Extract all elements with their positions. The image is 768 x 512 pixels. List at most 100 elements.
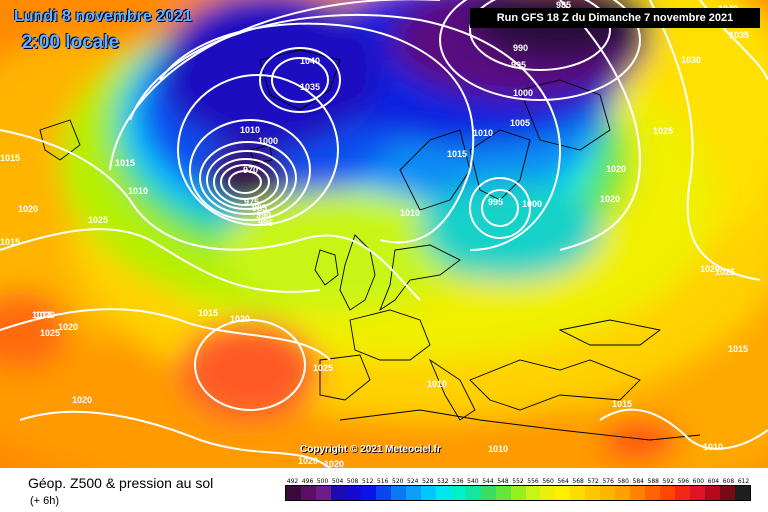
isobar-label: 1000 [258,136,278,146]
isobar-label: 1025 [40,328,60,338]
isobar-label: 1025 [313,363,333,373]
weather-map: 985 1040 990 1035 995 1030 1000 1005 101… [0,0,768,468]
isobar-label: 990 [513,43,528,53]
isobar-label: 1035 [729,30,749,40]
scale-color-swatch [660,486,676,500]
map-footer: Géop. Z500 & pression au sol (+ 6h) 492 4… [0,468,768,512]
isobar-label: 1015 [728,344,748,354]
scale-color-swatch [375,486,391,500]
scale-color-swatch [360,486,376,500]
scale-color-swatch [720,486,736,500]
scale-color-swatch [435,486,451,500]
scale-color-swatch [615,486,631,500]
scale-color-swatch [705,486,721,500]
scale-tick-label: 580 [617,478,629,485]
isobar-label: 1015 [0,237,20,247]
isobar-label: 1010 [128,186,148,196]
scale-tick-label: 560 [542,478,554,485]
scale-tick-label: 612 [737,478,750,485]
scale-tick-label: 600 [692,478,705,485]
isobar-label: 1010 [240,125,260,135]
coastlines [39,49,701,441]
scale-tick-label: 572 [587,478,599,485]
scale-tick-label: 604 [707,478,720,485]
isobar-labels: 985 1040 990 1035 995 1030 1000 1005 101… [0,0,749,468]
scale-color-swatch [390,486,406,500]
isobar-label: 985 [556,0,571,10]
isobar-label: 1015 [612,399,632,409]
isobar-label: 1010 [703,442,723,452]
chart-variable-title: Géop. Z500 & pression au sol [28,475,214,491]
forecast-local-time: 2:00 locale [22,32,120,53]
scale-color-swatch [585,486,601,500]
copyright-notice: Copyright © 2021 Meteociel.fr [300,444,441,455]
isobar-label: 1015 [115,158,135,168]
scale-color-swatch [420,486,436,500]
scale-tick-label: 500 [316,478,329,485]
scale-color-swatch [675,486,691,500]
scale-tick-label: 588 [647,478,659,485]
isobar-label: 1020 [700,264,720,274]
scale-color-swatch [570,486,586,500]
isobar-label: 1025 [88,215,108,225]
scale-color-swatch [330,486,346,500]
scale-tick-label: 608 [722,478,735,485]
isobar-label: 1040 [300,56,320,66]
scale-color-swatch [630,486,646,500]
scale-tick-label: 556 [527,478,539,485]
isobar-label: 1000 [513,88,533,98]
scale-color-swatch [345,486,361,500]
scale-tick-label: 504 [331,478,344,485]
scale-tick-label: 592 [662,478,675,485]
isobar-label: 1025 [715,267,735,277]
scale-tick-label: 552 [512,478,524,485]
scale-tick-label: 524 [407,478,419,485]
isobar-label: 1010 [400,208,420,218]
scale-color-swatch [450,486,466,500]
map-canvas: 985 1040 990 1035 995 1030 1000 1005 101… [0,0,768,468]
scale-tick-label: 516 [376,478,389,485]
isobar-label: 990 [256,210,271,220]
scale-color-swatch [735,486,751,500]
scale-tick-label: 564 [557,478,569,485]
scale-color-swatch [495,486,511,500]
isobar-label: 995 [258,218,273,228]
isobar-label: 1020 [58,322,78,332]
scale-tick-label: 548 [497,478,509,485]
scale-color-swatch [540,486,556,500]
isobar-label: 1020 [298,456,318,466]
scale-tick-label: 544 [482,478,494,485]
scale-tick-label: 576 [602,478,614,485]
scale-tick-label: 532 [437,478,449,485]
isobar-label: 1015 [0,153,20,163]
isobar-label: 1020 [72,395,92,405]
scale-tick-label: 540 [467,478,479,485]
scale-tick-label: 508 [346,478,359,485]
scale-tick-label: 492 [286,478,299,485]
scale-color-bar [285,485,751,501]
color-scale-legend: 492 496 500 504 508 512 516 520 524 528 532 536 540 5… [285,478,751,501]
scale-color-swatch [315,486,331,500]
isobar-label: 1020 [18,204,38,214]
forecast-lead-time: (+ 6h) [30,495,60,507]
scale-color-swatch [465,486,481,500]
scale-color-swatch [690,486,706,500]
isobar-label: 970 [243,165,258,175]
scale-tick-label: 536 [452,478,464,485]
isobar-label: 1005 [510,118,530,128]
isobar-label: 1010 [473,128,493,138]
scale-tick-label: 528 [422,478,434,485]
isobar-label: 985 [252,203,267,213]
geopotential-field [0,0,768,468]
scale-color-swatch [286,486,301,500]
forecast-date: Lundi 8 novembre 2021 [14,8,192,25]
isobar-label: 1020 [324,459,344,468]
isobar-label: 1030 [681,55,701,65]
isobar-label: 1025 [653,126,673,136]
scale-color-swatch [645,486,661,500]
scale-tick-label: 512 [361,478,374,485]
scale-color-swatch [405,486,421,500]
scale-tick-label: 496 [301,478,314,485]
model-run-banner: Run GFS 18 Z du Dimanche 7 novembre 2021 [470,8,760,28]
isobar-label: 1000 [522,199,542,209]
